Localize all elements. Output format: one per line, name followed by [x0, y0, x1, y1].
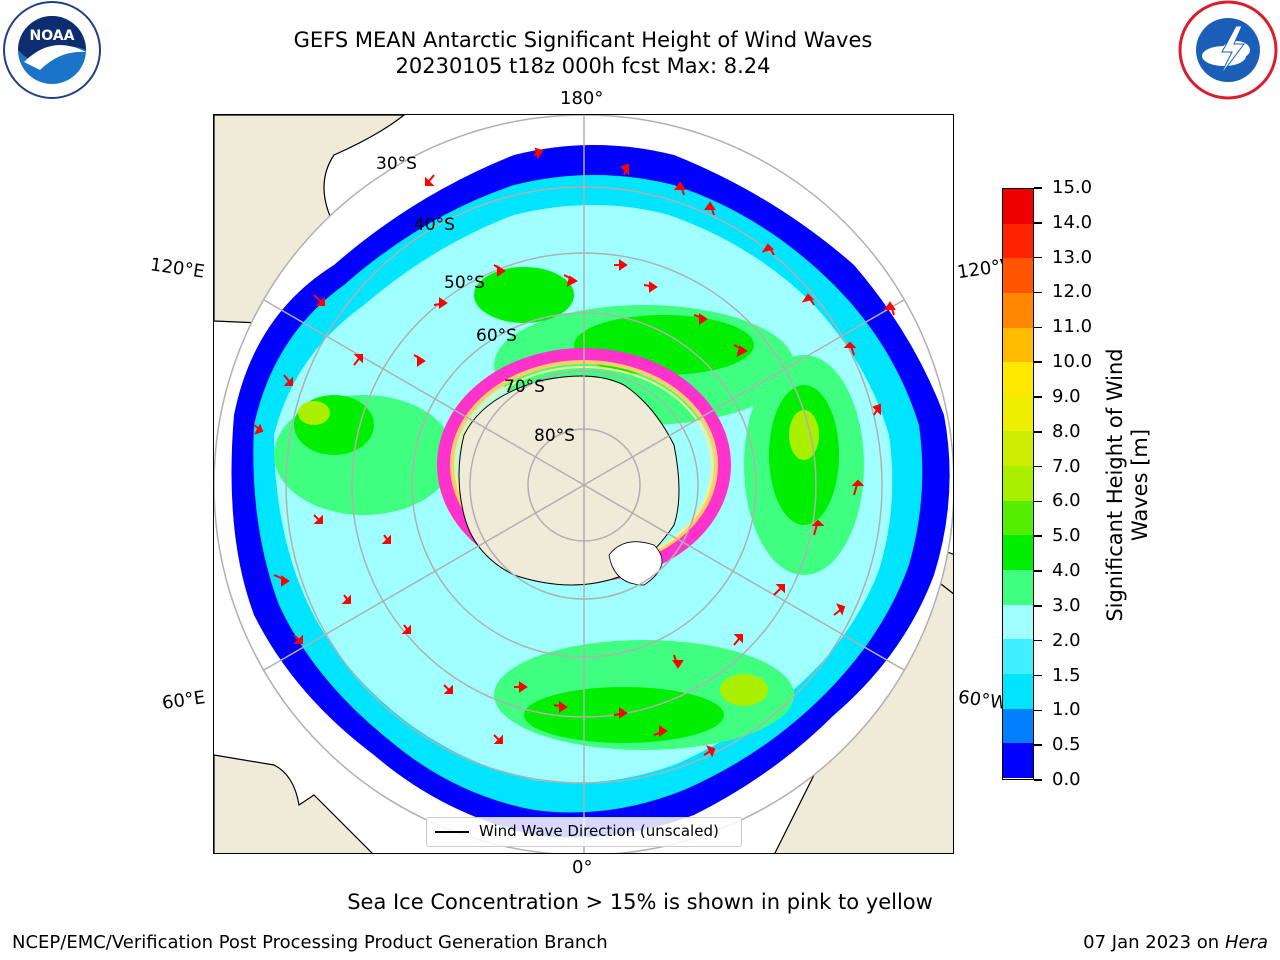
colorbar-segment — [1003, 223, 1033, 259]
map-subtitle: 20230105 t18z 000h fcst Max: 8.24 — [395, 54, 771, 78]
colorbar-segment — [1003, 396, 1033, 432]
colorbar-tick-label: 12.0 — [1052, 281, 1093, 303]
colorbar-tick-mark — [1034, 222, 1042, 224]
footer-right: 07 Jan 2023 on Hera — [1083, 932, 1268, 953]
national-weather-service-logo-icon — [1176, 0, 1280, 100]
colorbar-tick-label: 1.0 — [1052, 699, 1081, 721]
colorbar-tick-label: 6.0 — [1052, 490, 1081, 512]
colorbar-tick-mark — [1034, 396, 1042, 398]
svg-text:NOAA: NOAA — [30, 28, 75, 44]
map-legend: Wind Wave Direction (unscaled) — [426, 817, 742, 847]
colorbar-tick-mark — [1034, 326, 1042, 329]
colorbar-segment — [1003, 708, 1033, 744]
colorbar-label-line1: Significant Height of Wind — [1103, 348, 1127, 622]
lon-label-120e: 120°E — [148, 254, 206, 283]
colorbar-tick-mark — [1034, 291, 1042, 294]
colorbar-tick-mark — [1034, 709, 1042, 712]
colorbar-tick-label: 0.5 — [1052, 734, 1081, 756]
colorbar-tick-mark — [1034, 500, 1042, 503]
colorbar-tick-mark — [1034, 256, 1042, 259]
colorbar-tick-mark — [1034, 570, 1042, 572]
colorbar-tick-label: 1.5 — [1052, 664, 1081, 686]
colorbar-segment — [1003, 431, 1033, 467]
legend-label: Wind Wave Direction (unscaled) — [479, 822, 719, 840]
colorbar-segment — [1003, 673, 1033, 709]
colorbar-tick-label: 10.0 — [1052, 351, 1093, 373]
polar-map-panel: 30°S 40°S 50°S 60°S 70°S 80°S — [213, 114, 954, 854]
lat-label-70s: 70°S — [504, 377, 545, 397]
colorbar — [1002, 188, 1034, 780]
colorbar-tick-label: 8.0 — [1052, 420, 1081, 442]
colorbar-segment — [1003, 258, 1033, 293]
colorbar-segment — [1003, 570, 1033, 605]
colorbar-segment — [1003, 292, 1033, 328]
colorbar-tick-mark — [1034, 361, 1042, 363]
colorbar-tick-label: 0.0 — [1052, 769, 1081, 790]
colorbar-tick-label: 15.0 — [1052, 177, 1093, 198]
lat-label-30s: 30°S — [376, 154, 417, 174]
colorbar-segment — [1003, 604, 1033, 640]
colorbar-tick-mark — [1034, 639, 1042, 642]
colorbar-segment — [1003, 189, 1033, 224]
footer-left: NCEP/EMC/Verification Post Processing Pr… — [12, 932, 608, 953]
lon-label-180: 180° — [560, 88, 604, 109]
colorbar-tick-label: 4.0 — [1052, 560, 1081, 582]
colorbar-tick-mark — [1034, 431, 1042, 433]
colorbar-segment — [1003, 327, 1033, 363]
colorbar-segment — [1003, 500, 1033, 536]
map-title: GEFS MEAN Antarctic Significant Height o… — [293, 28, 873, 52]
colorbar-tick-label: 2.0 — [1052, 629, 1081, 651]
sea-ice-note: Sea Ice Concentration > 15% is shown in … — [347, 890, 933, 914]
lat-label-50s: 50°S — [444, 273, 485, 293]
footer-date: 07 Jan 2023 on — [1083, 932, 1225, 953]
colorbar-tick-mark — [1034, 535, 1042, 537]
colorbar-segment — [1003, 639, 1033, 674]
colorbar-tick-label: 14.0 — [1052, 211, 1093, 233]
wind-wave-arrows — [253, 147, 896, 758]
colorbar-tick-label: 3.0 — [1052, 594, 1081, 616]
colorbar-tick-label: 11.0 — [1052, 316, 1093, 338]
colorbar-segment — [1003, 743, 1033, 778]
lon-label-0: 0° — [572, 857, 593, 878]
footer-machine: Hera — [1224, 932, 1268, 953]
colorbar-tick-label: 9.0 — [1052, 385, 1081, 407]
colorbar-tick-mark — [1034, 187, 1042, 189]
lon-label-60e: 60°E — [160, 687, 207, 714]
colorbar-tick-label: 13.0 — [1052, 246, 1093, 268]
colorbar-tick-mark — [1034, 605, 1042, 607]
colorbar-tick-label: 7.0 — [1052, 455, 1081, 477]
colorbar-label: Significant Height of Wind Waves [m] — [1103, 325, 1153, 645]
colorbar-segment — [1003, 362, 1033, 397]
colorbar-segment — [1003, 466, 1033, 501]
noaa-logo-icon: NOAA — [0, 0, 104, 100]
graticule — [214, 115, 953, 853]
colorbar-tick-label: 5.0 — [1052, 525, 1081, 547]
antarctica-land — [458, 375, 680, 586]
colorbar-label-line2: Waves [m] — [1128, 428, 1152, 542]
lat-label-40s: 40°S — [414, 215, 455, 235]
lat-label-80s: 80°S — [534, 426, 575, 446]
colorbar-tick-mark — [1034, 779, 1042, 781]
colorbar-segment — [1003, 535, 1033, 571]
colorbar-tick-mark — [1034, 465, 1042, 468]
lat-label-60s: 60°S — [476, 326, 517, 346]
legend-line-sample — [435, 831, 469, 833]
colorbar-tick-mark — [1034, 744, 1042, 746]
colorbar-tick-mark — [1034, 674, 1042, 677]
